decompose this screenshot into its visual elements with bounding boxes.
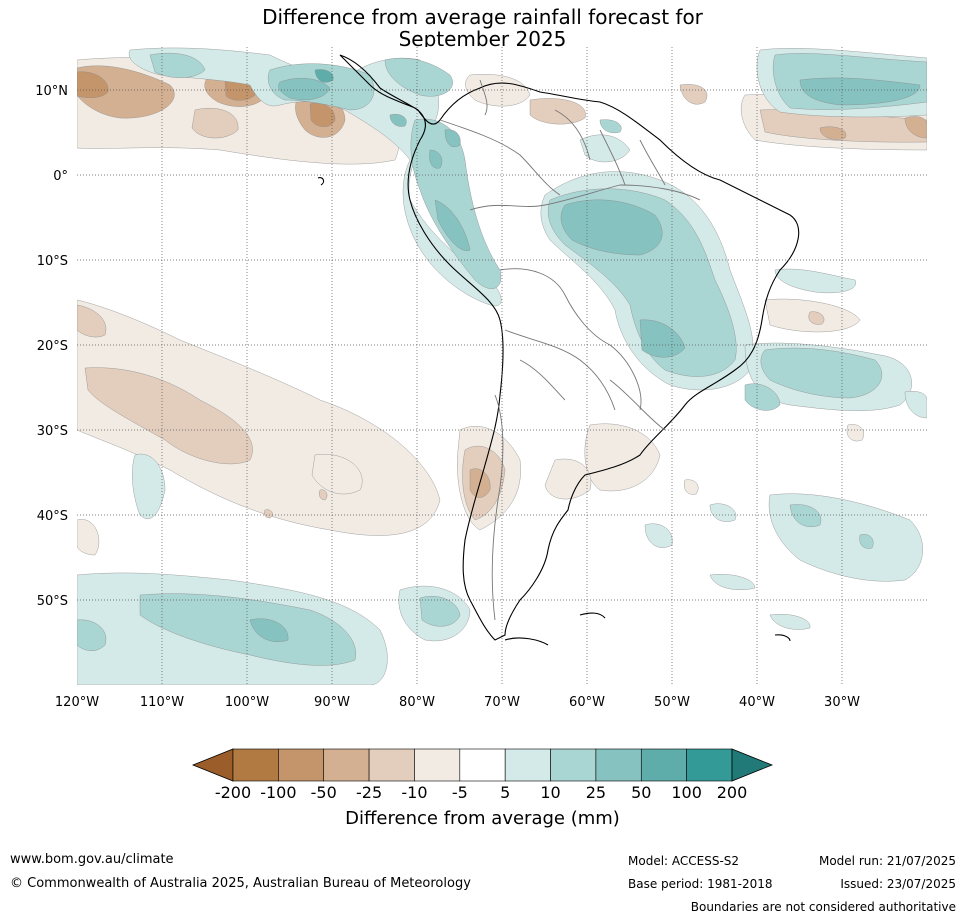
lat-label: 0°: [53, 169, 68, 184]
colorbar-swatch: [459, 748, 506, 782]
rainfall-anomaly-layer: [77, 47, 927, 685]
drier-areas: [77, 57, 927, 556]
colorbar-swatch: [323, 748, 370, 782]
colorbar-tick-label: -100: [260, 783, 296, 802]
coastline: [317, 54, 800, 646]
colorbar-tick-label: 10: [540, 783, 560, 802]
colorbar-tick-label: 50: [631, 783, 651, 802]
colorbar-tick-label: -50: [311, 783, 337, 802]
colorbar-swatch: [550, 748, 597, 782]
colorbar-swatch: [278, 748, 325, 782]
colorbar-swatch: [414, 748, 461, 782]
lon-label: 100°W: [225, 695, 269, 710]
lon-label: 30°W: [824, 695, 860, 710]
colorbar-swatch: [232, 748, 279, 782]
issued-text: Issued: 23/07/2025: [840, 877, 956, 891]
latitude-labels: 10°N 0° 10°S 20°S 30°S 40°S 50°S: [35, 84, 68, 609]
base-period-text: Base period: 1981-2018: [628, 877, 773, 891]
wetter-areas: [77, 47, 927, 685]
lon-label: 80°W: [399, 695, 435, 710]
copyright-text: © Commonwealth of Australia 2025, Austra…: [10, 876, 471, 891]
lat-label: 20°S: [37, 339, 68, 354]
model-text: Model: ACCESS-S2: [628, 854, 740, 868]
lon-label: 90°W: [314, 695, 350, 710]
country-borders: [439, 79, 701, 621]
disclaimer-text: Boundaries are not considered authoritat…: [690, 900, 956, 914]
title-line-1: Difference from average rainfall forecas…: [262, 5, 703, 29]
lon-label: 60°W: [569, 695, 605, 710]
colorbar-tick-label: -10: [401, 783, 427, 802]
colorbar-swatch: [686, 748, 733, 782]
map-area: 120°W 110°W 100°W 90°W 80°W 70°W 60°W 50…: [35, 47, 927, 710]
lon-label: 50°W: [654, 695, 690, 710]
colorbar-tick-label: 5: [500, 783, 510, 802]
colorbar-tick-label: 25: [586, 783, 606, 802]
colorbar-tick-label: 200: [717, 783, 748, 802]
colorbar: -200 -100 -50 -25 -10 -5 5 10 25 50 100 200: [191, 748, 774, 802]
colorbar-tick-label: -200: [215, 783, 251, 802]
lat-label: 40°S: [37, 509, 68, 524]
colorbar-swatch: [595, 748, 642, 782]
lon-label: 70°W: [484, 695, 520, 710]
website-text: www.bom.gov.au/climate: [10, 852, 174, 867]
colorbar-tick-label: -25: [356, 783, 382, 802]
lat-label: 10°S: [37, 254, 68, 269]
lon-label: 40°W: [739, 695, 775, 710]
colorbar-extend-high: [731, 748, 774, 782]
colorbar-swatch: [640, 748, 687, 782]
colorbar-extend-low: [191, 748, 234, 782]
colorbar-title: Difference from average (mm): [345, 808, 620, 829]
gridlines: [77, 47, 927, 685]
longitude-labels: 120°W 110°W 100°W 90°W 80°W 70°W 60°W 50…: [55, 695, 860, 710]
lon-label: 120°W: [55, 695, 99, 710]
colorbar-swatch: [368, 748, 415, 782]
lat-label: 10°N: [35, 84, 68, 99]
colorbar-tick-label: -5: [452, 783, 468, 802]
model-run-text: Model run: 21/07/2025: [818, 854, 956, 868]
title-line-2: September 2025: [398, 27, 567, 51]
colorbar-tick-label: 100: [671, 783, 702, 802]
lat-label: 30°S: [37, 424, 68, 439]
lat-label: 50°S: [37, 594, 68, 609]
colorbar-swatch: [504, 748, 551, 782]
lon-label: 110°W: [140, 695, 184, 710]
